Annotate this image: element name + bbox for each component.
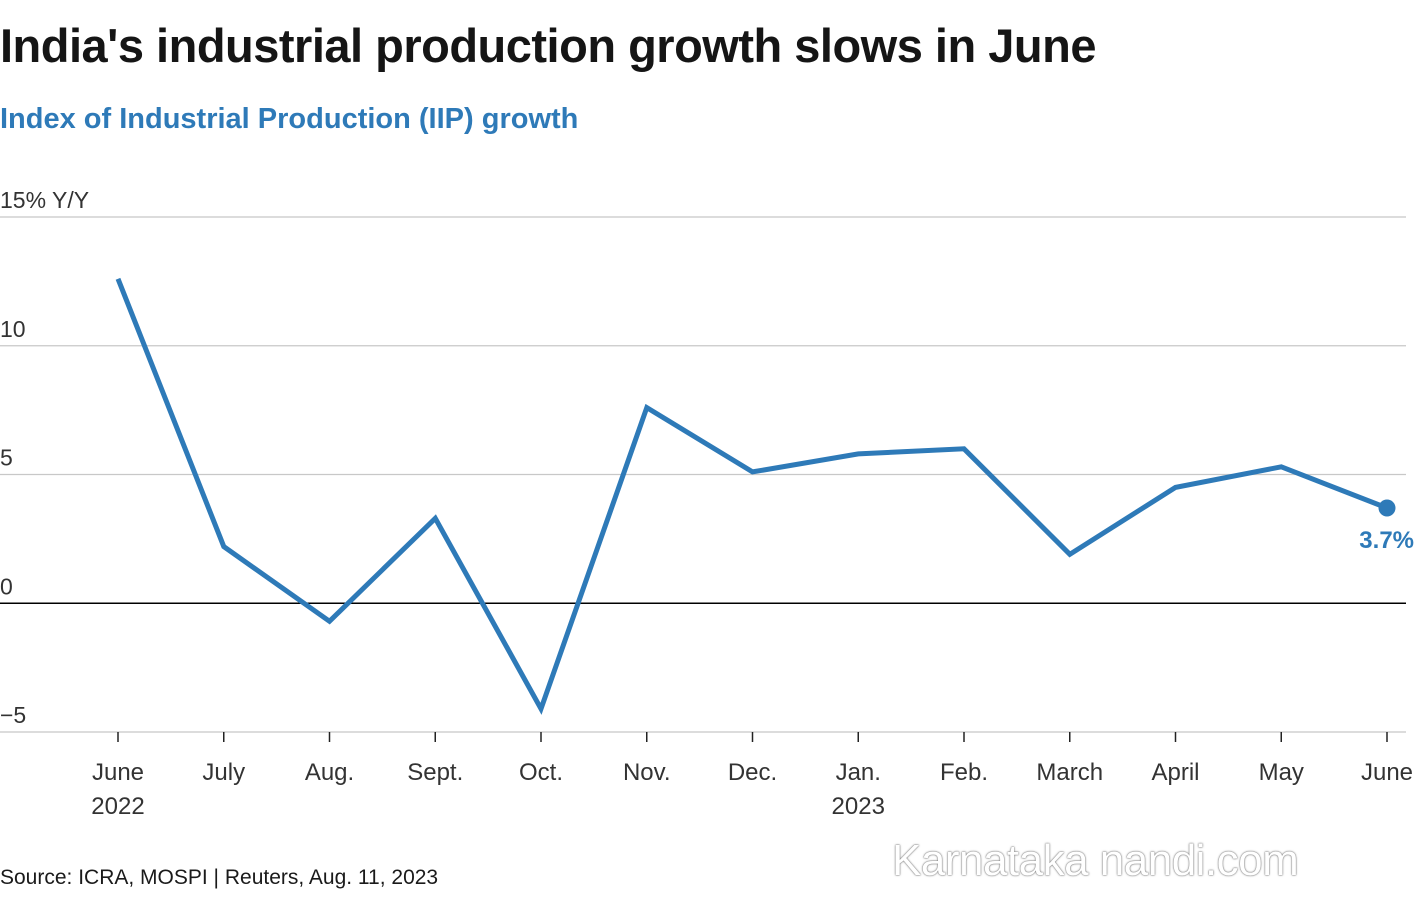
label-layer: −5 0 5 10 15% Y/Y June 2022 July Aug. Sept. Oct. No…: [0, 187, 1414, 820]
x-tick-label: June: [92, 759, 144, 786]
y-tick-label: −5: [0, 702, 26, 728]
x-tick-label: March: [1036, 759, 1103, 786]
x-year-label: 2023: [832, 793, 885, 820]
source-note: Source: ICRA, MOSPI | Reuters, Aug. 11, …: [0, 866, 439, 889]
watermark: Karnataka nandi.com: [892, 836, 1299, 885]
x-tick-label: Dec.: [728, 759, 777, 786]
x-tick-label: June: [1361, 759, 1413, 786]
grid-layer: [0, 216, 1406, 733]
x-year-label: 2022: [91, 793, 144, 820]
x-tick-label: Sept.: [407, 759, 463, 786]
x-tick-label: Nov.: [623, 759, 671, 786]
chart-title: India's industrial production growth slo…: [0, 19, 1096, 72]
end-value-label: 3.7%: [1359, 527, 1414, 554]
x-axis: [117, 732, 1388, 742]
x-tick-label: Aug.: [305, 759, 354, 786]
chart-subtitle: Index of Industrial Production (IIP) gro…: [0, 103, 579, 135]
end-point-marker: [1378, 499, 1396, 517]
x-tick-label: July: [202, 759, 245, 786]
y-tick-label: 15% Y/Y: [0, 187, 89, 213]
x-tick-label: May: [1259, 759, 1304, 786]
y-tick-label: 10: [0, 316, 26, 342]
x-tick-label: Oct.: [519, 759, 563, 786]
x-tick-label: Jan.: [836, 759, 881, 786]
y-tick-label: 5: [0, 445, 13, 471]
x-tick-label: April: [1151, 759, 1199, 786]
y-tick-label: 0: [0, 573, 13, 599]
series-layer: [115, 277, 1396, 715]
series-line: [115, 277, 1388, 715]
x-tick-label: Feb.: [940, 759, 988, 786]
